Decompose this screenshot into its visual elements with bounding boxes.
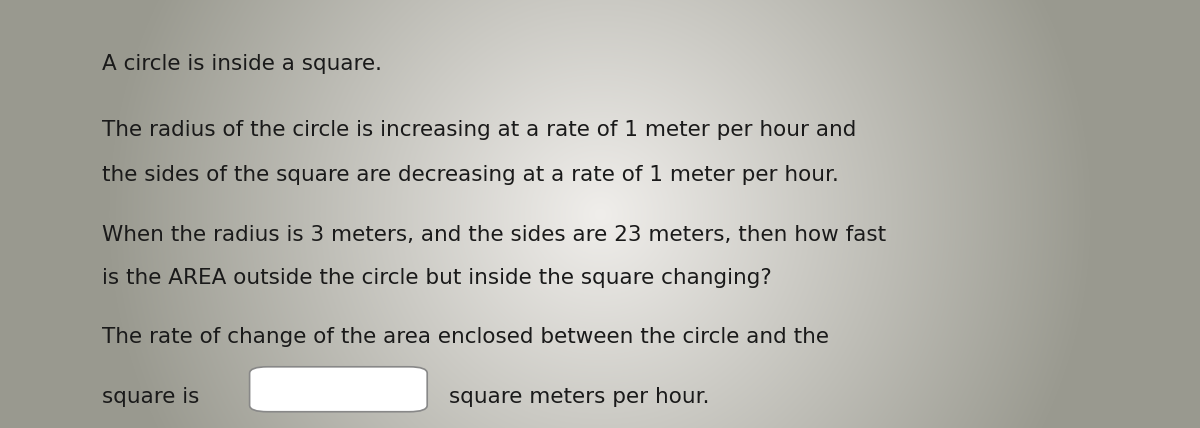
Text: A circle is inside a square.: A circle is inside a square. <box>102 54 382 74</box>
Text: the sides of the square are decreasing at a rate of 1 meter per hour.: the sides of the square are decreasing a… <box>102 165 839 185</box>
Text: is the AREA outside the circle but inside the square changing?: is the AREA outside the circle but insid… <box>102 268 772 288</box>
FancyBboxPatch shape <box>250 367 427 412</box>
Text: square is: square is <box>102 387 199 407</box>
Text: The rate of change of the area enclosed between the circle and the: The rate of change of the area enclosed … <box>102 327 829 348</box>
Text: The radius of the circle is increasing at a rate of 1 meter per hour and: The radius of the circle is increasing a… <box>102 120 857 140</box>
Text: When the radius is 3 meters, and the sides are 23 meters, then how fast: When the radius is 3 meters, and the sid… <box>102 225 886 245</box>
Text: square meters per hour.: square meters per hour. <box>449 387 709 407</box>
